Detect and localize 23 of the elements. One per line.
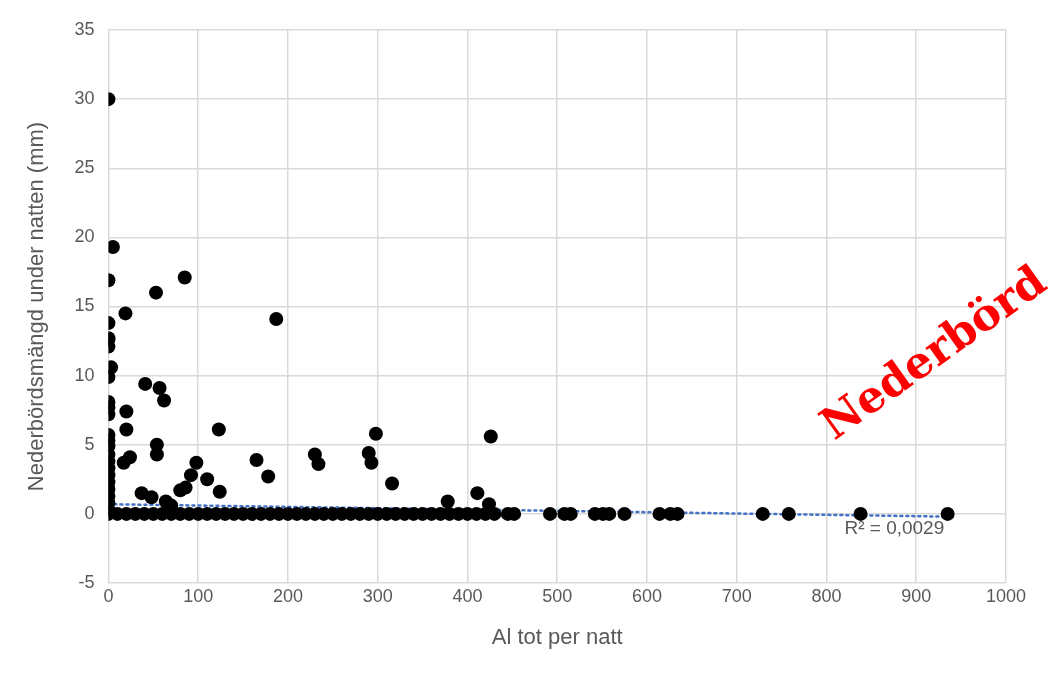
x-tick-label: 1000: [985, 585, 1027, 606]
x-axis-title: Al tot per natt: [491, 623, 623, 649]
y-tick-label: 25: [74, 157, 95, 178]
x-tick-label: 700: [721, 585, 752, 606]
y-tick-label: 30: [74, 88, 95, 109]
x-tick-label: 100: [183, 585, 214, 606]
y-tick-label: 0: [84, 502, 95, 523]
x-tick-label: 400: [452, 585, 483, 606]
y-tick-label: -5: [78, 571, 95, 592]
x-tick-label: 200: [272, 585, 303, 606]
x-tick-label: 0: [103, 585, 114, 606]
x-tick-label: 500: [542, 585, 573, 606]
y-tick-label: 35: [74, 18, 95, 39]
x-tick-label: 800: [811, 585, 842, 606]
y-tick-label: 15: [74, 295, 95, 316]
y-tick-label: 10: [74, 364, 95, 385]
annotation: R² = 0,0029: [844, 517, 945, 539]
x-tick-label: 300: [362, 585, 393, 606]
y-tick-label: 20: [74, 226, 95, 247]
y-tick-label: 5: [84, 433, 95, 454]
x-tick-label: 900: [901, 585, 932, 606]
y-axis-title: Nederbördsmängd under natten (mm): [23, 121, 49, 492]
x-tick-label: 600: [631, 585, 662, 606]
